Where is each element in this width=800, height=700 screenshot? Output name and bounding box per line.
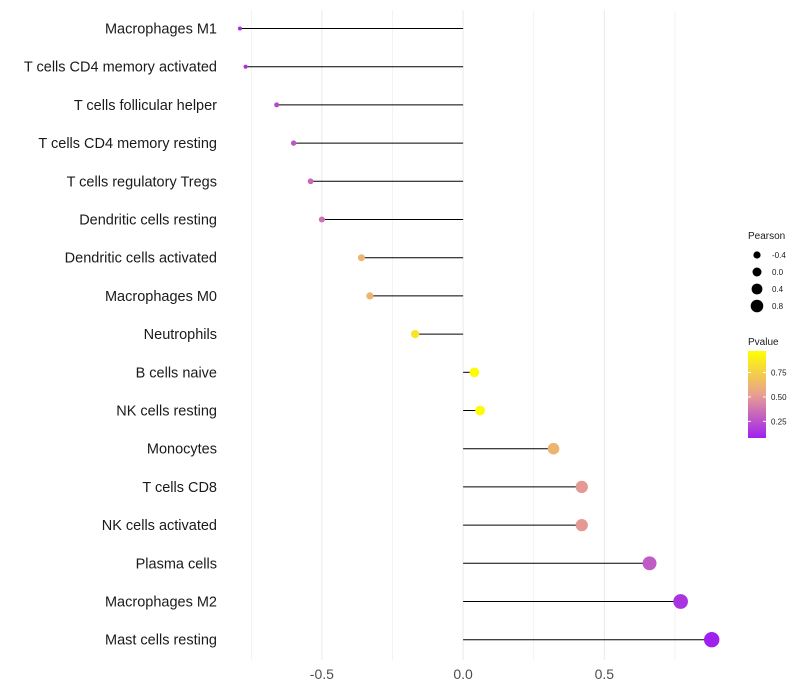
data-point <box>547 442 560 455</box>
category-label: T cells CD4 memory resting <box>38 136 217 152</box>
category-label: NK cells resting <box>116 404 217 420</box>
color-legend-label: 0.50 <box>771 393 787 402</box>
points <box>237 26 720 648</box>
size-legend-label: 0.4 <box>772 285 784 294</box>
category-label: Monocytes <box>147 442 217 458</box>
x-axis-ticks: -0.5 0.0 0.5 <box>310 666 614 682</box>
size-legend-title: Pearson <box>748 231 785 242</box>
category-label: Macrophages M2 <box>105 595 217 611</box>
size-legend-dot <box>752 267 762 277</box>
data-point <box>243 64 248 69</box>
category-label: Plasma cells <box>136 556 217 572</box>
data-point <box>575 480 588 494</box>
x-tick-label: 0.5 <box>595 666 615 682</box>
category-label: Macrophages M1 <box>105 22 217 38</box>
category-label: Neutrophils <box>144 327 217 343</box>
data-point <box>237 26 242 31</box>
legend: Pearson -0.4 0.0 0.4 0.8 Pvalue 0.75 0.50 0.25 <box>748 231 787 438</box>
data-point <box>357 254 365 262</box>
category-label: T cells CD8 <box>142 480 217 496</box>
category-labels: Macrophages M1 T cells CD4 memory activat… <box>24 22 217 649</box>
grid-lines <box>250 10 676 660</box>
data-point <box>274 102 280 108</box>
data-point <box>703 631 720 648</box>
data-point <box>642 556 657 571</box>
x-tick-label: 0.0 <box>453 666 473 682</box>
data-point <box>307 178 314 185</box>
category-label: Mast cells resting <box>105 633 217 649</box>
data-point <box>366 292 374 300</box>
size-legend-label: 0.8 <box>772 302 784 311</box>
data-point <box>673 594 688 609</box>
category-label: Macrophages M0 <box>105 289 217 305</box>
color-legend-title: Pvalue <box>748 337 779 348</box>
color-legend-label: 0.75 <box>771 369 787 378</box>
category-label: B cells naive <box>136 365 217 381</box>
data-point <box>475 405 485 416</box>
category-label: T cells CD4 memory activated <box>24 60 217 76</box>
category-label: Dendritic cells activated <box>65 251 217 267</box>
size-legend-label: -0.4 <box>772 251 786 260</box>
size-legend-label: 0.0 <box>772 268 784 277</box>
category-label: Dendritic cells resting <box>79 213 217 229</box>
x-tick-label: -0.5 <box>310 666 334 682</box>
size-legend-dot <box>750 299 764 313</box>
size-legend-dot <box>753 251 761 259</box>
data-point <box>318 216 325 223</box>
size-legend-dot <box>751 283 763 295</box>
category-label: T cells follicular helper <box>74 98 217 114</box>
data-point <box>469 367 480 378</box>
data-point <box>410 329 420 339</box>
color-legend-label: 0.25 <box>771 417 787 426</box>
category-label: NK cells activated <box>102 518 217 534</box>
stems <box>239 28 712 641</box>
data-point <box>575 518 588 532</box>
data-point <box>290 140 297 146</box>
color-bar <box>748 351 766 438</box>
category-label: T cells regulatory Tregs <box>67 174 217 190</box>
